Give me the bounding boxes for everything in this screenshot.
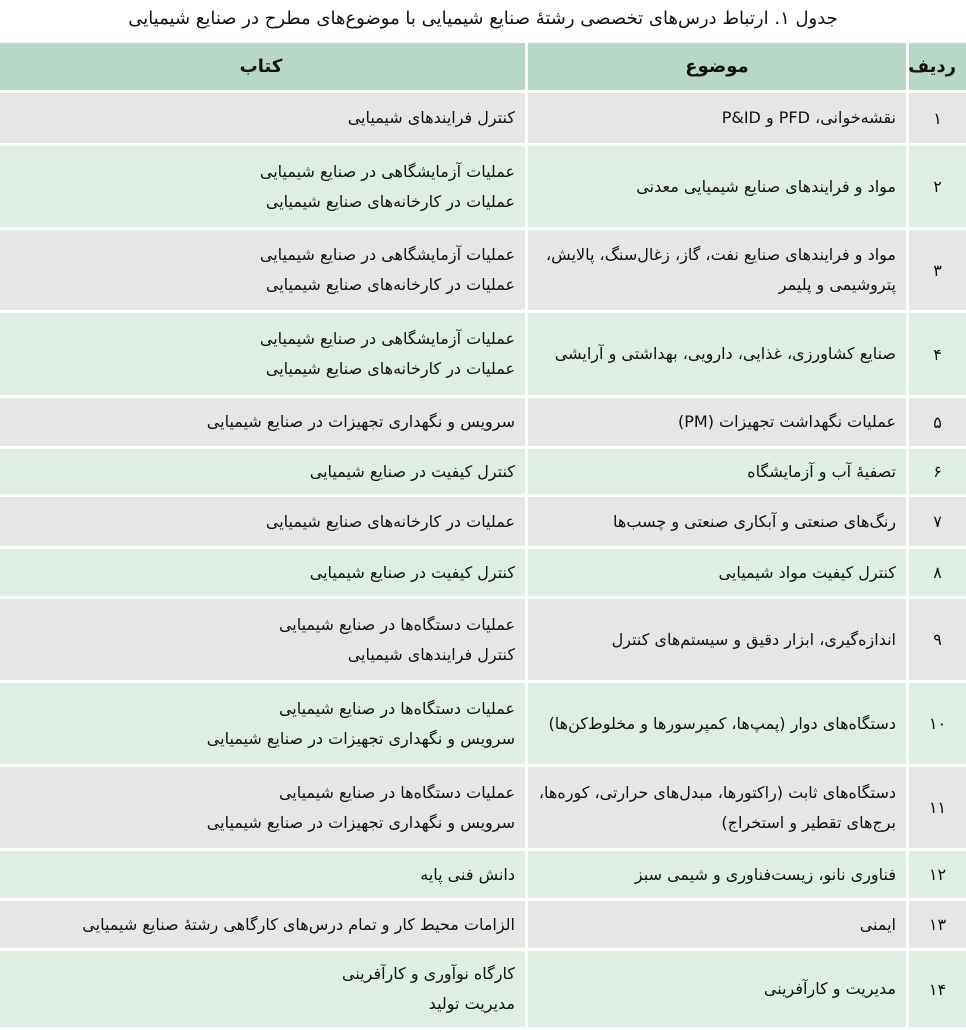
book-name: مدیریت تولید [428, 994, 515, 1013]
table-row: ۱۰ دستگاه‌های دوار (پمپ‌ها، کمپرسورها و م… [0, 683, 966, 764]
row-books: کنترل فرایندهای شیمیایی [0, 93, 525, 143]
book-name: کنترل فرایندهای شیمیایی [347, 108, 515, 127]
table-row: ۶ تصفیهٔ آب و آزمایشگاه کنترل کیفیت در صنا… [0, 449, 966, 494]
book-name: عملیات آزمایشگاهی در صنایع شیمیایی [259, 329, 515, 348]
row-books: عملیات دستگاه‌ها در صنایع شیمیایی سرویس و… [0, 683, 525, 764]
row-topic: نقشه‌خوانی، PFD و P&ID [528, 93, 906, 143]
book-name: دانش فنی پایه [420, 864, 515, 884]
row-number: ۱۲ [909, 851, 966, 898]
book-name: عملیات آزمایشگاهی در صنایع شیمیایی [259, 161, 515, 181]
row-topic: ایمنی [528, 901, 906, 948]
table-caption: جدول ۱. ارتباط درس‌های تخصصی رشتهٔ صنایع… [128, 8, 838, 29]
book-name: عملیات در کارخانه‌های صنایع شیمیایی [265, 359, 515, 378]
table-row: ۸ کنترل کیفیت مواد شیمیایی کنترل کیفیت در … [0, 549, 966, 596]
table-row: ۹ اندازه‌گیری، ابزار دقیق و سیستم‌های کنت… [0, 599, 966, 680]
table-row: ۱۴ مدیریت و کارآفرینی کارگاه نوآوری و کارآ… [0, 951, 966, 1027]
book-name: عملیات در کارخانه‌های صنایع شیمیایی [265, 191, 515, 211]
row-topic: مواد و فرایندهای صنایع نفت، گاز، زغال‌سن… [528, 230, 906, 310]
row-topic: مواد و فرایندهای صنایع شیمیایی معدنی [528, 146, 906, 227]
header-row-number: ردیف [908, 43, 966, 90]
row-number: ۱۳ [909, 901, 966, 948]
book-name: سرویس و نگهداری تجهیزات در صنایع شیمیایی [206, 412, 515, 431]
header-topic: موضوع [528, 43, 906, 90]
header-book: کتاب [0, 43, 525, 90]
row-books: عملیات آزمایشگاهی در صنایع شیمیایی عملیات… [0, 230, 525, 310]
row-topic: کنترل کیفیت مواد شیمیایی [528, 549, 906, 596]
table-row: ۱۲ فناوری نانو، زیست‌فناوری و شیمی سبز دان… [0, 851, 966, 898]
book-name: کنترل کیفیت در صنایع شیمیایی [309, 562, 515, 582]
book-name: سرویس و نگهداری تجهیزات در صنایع شیمیایی [206, 812, 515, 832]
row-books: عملیات دستگاه‌ها در صنایع شیمیایی کنترل ف… [0, 599, 525, 680]
row-number: ۱۰ [909, 683, 966, 764]
courses-table: ردیف موضوع کتاب ۱ نقشه‌خوانی، PFD و P&ID ک… [0, 40, 966, 1030]
table-row: ۷ رنگ‌های صنعتی و آبکاری صنعتی و چسب‌ها عم… [0, 497, 966, 546]
book-name: عملیات در کارخانه‌های صنایع شیمیایی [265, 275, 515, 294]
row-number: ۵ [909, 398, 966, 446]
table-row: ۱۳ ایمنی الزامات محیط کار و تمام درس‌های ک… [0, 901, 966, 948]
row-books: دانش فنی پایه [0, 851, 525, 898]
row-books: الزامات محیط کار و تمام درس‌های کارگاهی … [0, 901, 525, 948]
row-number: ۴ [909, 313, 966, 395]
row-topic: تصفیهٔ آب و آزمایشگاه [528, 449, 906, 494]
row-books: کنترل کیفیت در صنایع شیمیایی [0, 549, 525, 596]
row-books: عملیات آزمایشگاهی در صنایع شیمیایی عملیات… [0, 313, 525, 395]
book-name: الزامات محیط کار و تمام درس‌های کارگاهی … [82, 914, 515, 934]
row-topic: رنگ‌های صنعتی و آبکاری صنعتی و چسب‌ها [528, 497, 906, 546]
row-books: کنترل کیفیت در صنایع شیمیایی [0, 449, 525, 494]
row-number: ۱۴ [909, 951, 966, 1027]
row-number: ۷ [909, 497, 966, 546]
row-number: ۲ [909, 146, 966, 227]
table-row: ۲ مواد و فرایندهای صنایع شیمیایی معدنی عمل… [0, 146, 966, 227]
row-books: کارگاه نوآوری و کارآفرینی مدیریت تولید [0, 951, 525, 1027]
row-topic: مدیریت و کارآفرینی [528, 951, 906, 1027]
book-name: کنترل کیفیت در صنایع شیمیایی [309, 461, 515, 481]
row-number: ۸ [909, 549, 966, 596]
book-name: سرویس و نگهداری تجهیزات در صنایع شیمیایی [206, 728, 515, 748]
row-number: ۶ [909, 449, 966, 494]
row-topic: دستگاه‌های ثابت (راکتورها، مبدل‌های حرار… [528, 767, 906, 848]
row-books: سرویس و نگهداری تجهیزات در صنایع شیمیایی [0, 398, 525, 446]
book-name: عملیات دستگاه‌ها در صنایع شیمیایی [278, 698, 515, 718]
book-name: عملیات در کارخانه‌های صنایع شیمیایی [265, 511, 515, 531]
row-topic: دستگاه‌های دوار (پمپ‌ها، کمپرسورها و مخل… [528, 683, 906, 764]
row-topic: فناوری نانو، زیست‌فناوری و شیمی سبز [528, 851, 906, 898]
table-row: ۳ مواد و فرایندهای صنایع نفت، گاز، زغال‌س… [0, 230, 966, 310]
row-books: عملیات آزمایشگاهی در صنایع شیمیایی عملیات… [0, 146, 525, 227]
book-name: کارگاه نوآوری و کارآفرینی [342, 964, 515, 983]
row-number: ۳ [909, 230, 966, 310]
table-row: ۱۱ دستگاه‌های ثابت (راکتورها، مبدل‌های حر… [0, 767, 966, 848]
row-topic: صنایع کشاورزی، غذایی، دارویی، بهداشتی و … [528, 313, 906, 395]
row-books: عملیات دستگاه‌ها در صنایع شیمیایی سرویس و… [0, 767, 525, 848]
book-name: کنترل فرایندهای شیمیایی [347, 644, 515, 664]
table-row: ۱ نقشه‌خوانی، PFD و P&ID کنترل فرایندهای ش… [0, 93, 966, 143]
book-name: عملیات دستگاه‌ها در صنایع شیمیایی [278, 614, 515, 634]
book-name: عملیات دستگاه‌ها در صنایع شیمیایی [278, 782, 515, 802]
row-topic: اندازه‌گیری، ابزار دقیق و سیستم‌های کنتر… [528, 599, 906, 680]
row-topic: عملیات نگهداشت تجهیزات (PM) [528, 398, 906, 446]
book-name: عملیات آزمایشگاهی در صنایع شیمیایی [259, 245, 515, 264]
table-row: ۴ صنایع کشاورزی، غذایی، دارویی، بهداشتی و… [0, 313, 966, 395]
row-number: ۱ [909, 93, 966, 143]
row-number: ۹ [909, 599, 966, 680]
table-row: ۵ عملیات نگهداشت تجهیزات (PM) سرویس و نگهد… [0, 398, 966, 446]
row-number: ۱۱ [909, 767, 966, 848]
table-header-row: ردیف موضوع کتاب [0, 43, 966, 90]
row-books: عملیات در کارخانه‌های صنایع شیمیایی [0, 497, 525, 546]
